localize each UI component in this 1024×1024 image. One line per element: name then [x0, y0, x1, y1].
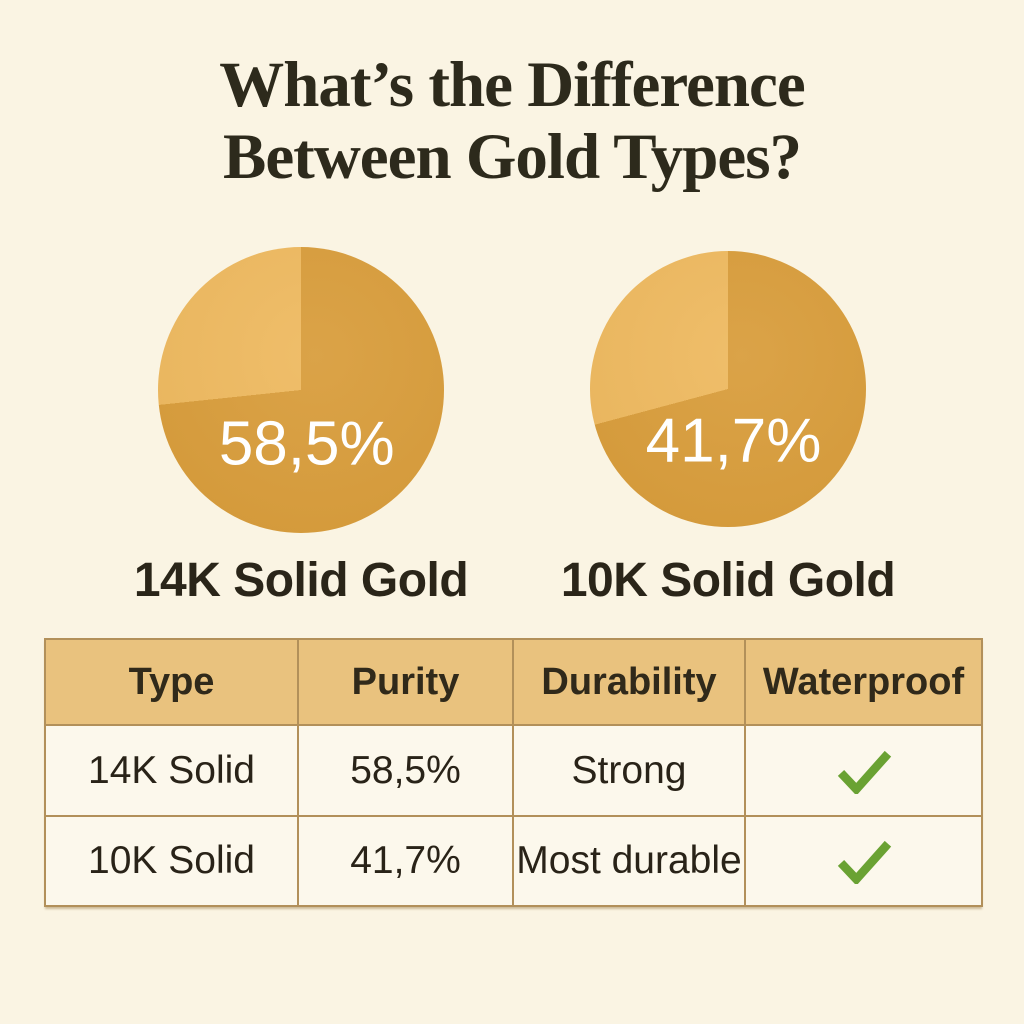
table-cell-10k-waterproof [746, 817, 981, 905]
pie-14k-percent-label: 58,5% [218, 409, 395, 479]
table-cell-14k-waterproof [746, 726, 981, 815]
table-cell-14k-purity: 58,5% [299, 726, 512, 815]
table-cell-10k-durability: Most durable [514, 817, 744, 905]
pie-10k-caption: 10K Solid Gold [560, 554, 896, 607]
table-header-purity: Purity [299, 640, 512, 724]
pie-10k-percent-label: 41,7% [645, 406, 822, 476]
page-title-line-2: Between Gold Types? [222, 120, 802, 193]
table-header-type: Type [46, 640, 297, 724]
table-cell-10k-purity: 41,7% [299, 817, 512, 905]
pie-10k-graphic: 41,7% [590, 251, 866, 527]
pie-chart-14k: 58,5% 14K Solid Gold [134, 247, 469, 608]
check-icon [835, 838, 893, 884]
pie-chart-10k: 41,7% 10K Solid Gold [561, 251, 896, 608]
table-cell-14k-type: 14K Solid [46, 726, 297, 815]
table-cell-10k-type: 10K Solid [46, 817, 297, 905]
page-title-line-1: What’s the Difference [219, 49, 806, 121]
table-header-waterproof: Waterproof [746, 640, 981, 724]
page-title: What’s the Difference Between Gold Types… [0, 49, 1024, 193]
table-cell-14k-durability: Strong [514, 726, 744, 815]
comparison-table: Type Purity Durability Waterproof 14K So… [44, 638, 983, 907]
pie-14k-graphic: 58,5% [158, 247, 444, 533]
pie-14k-caption: 14K Solid Gold [133, 554, 469, 607]
table-header-durability: Durability [514, 640, 744, 724]
check-icon [835, 748, 893, 794]
